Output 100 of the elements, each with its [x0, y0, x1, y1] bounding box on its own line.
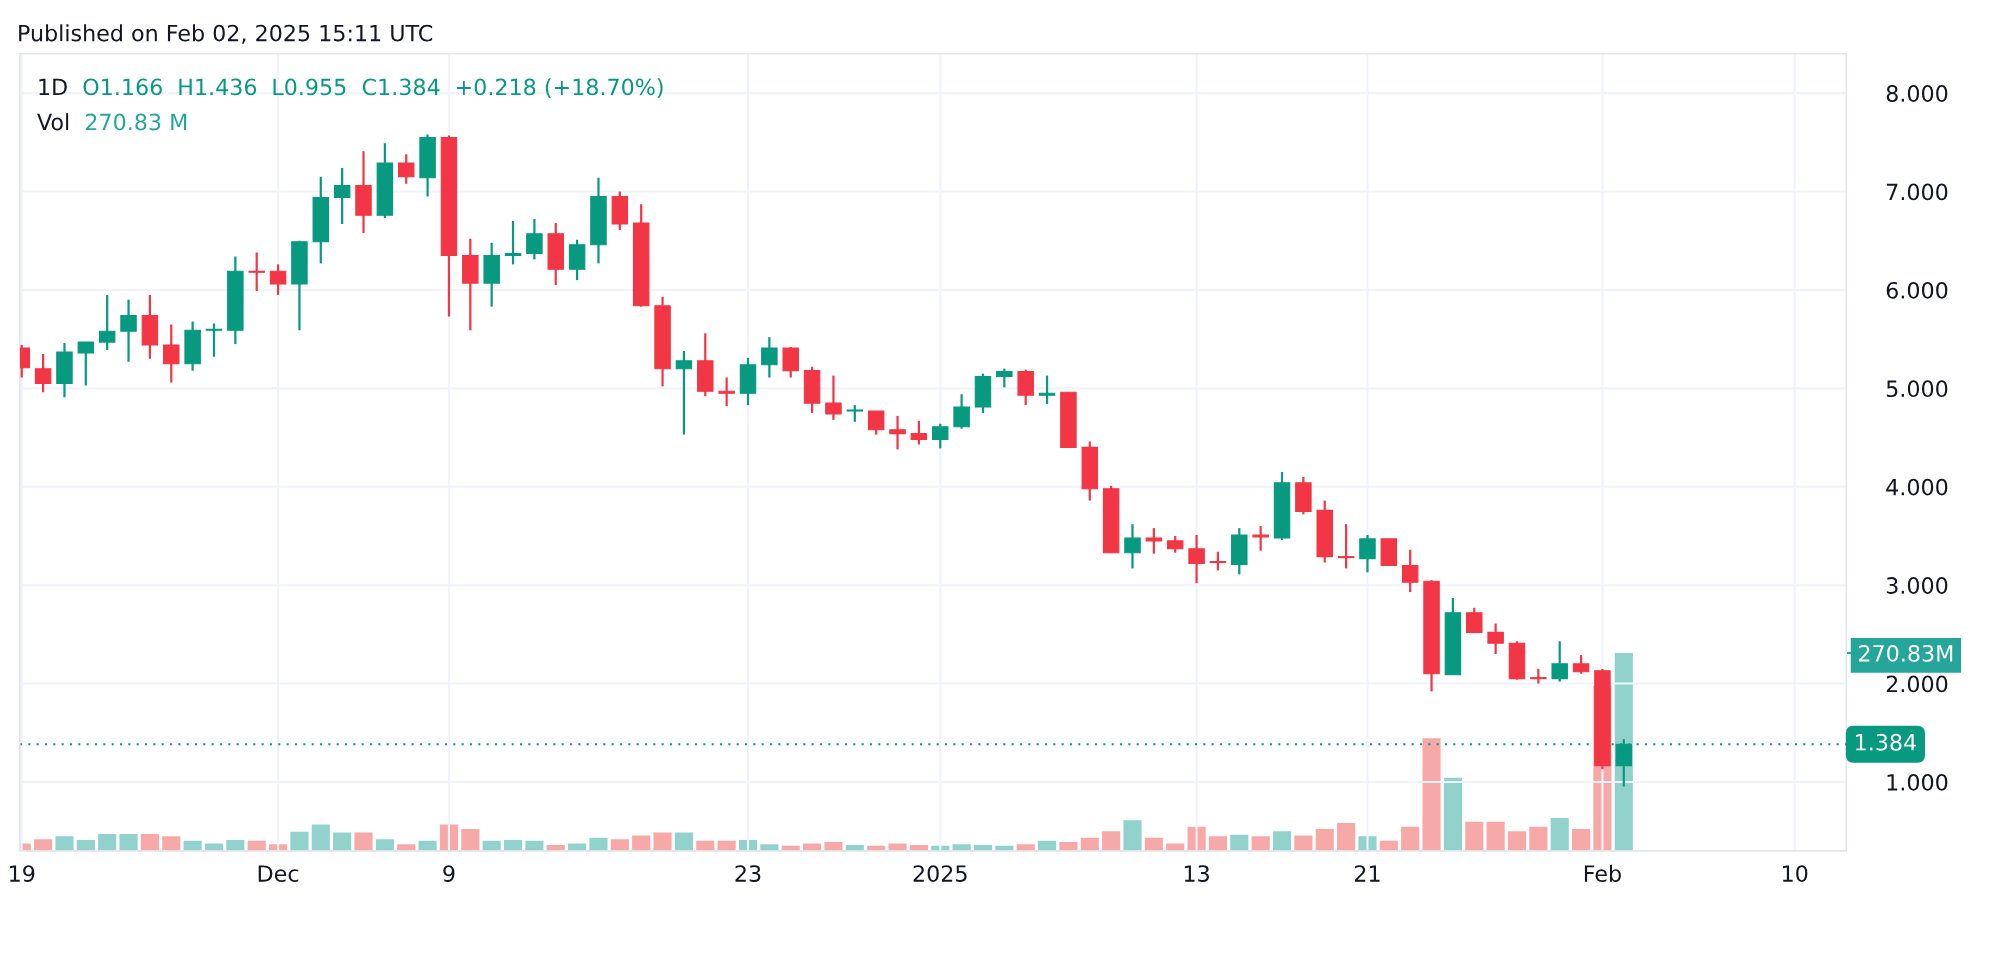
bar	[1208, 836, 1228, 851]
candlestick	[333, 166, 351, 226]
y2-axis-title: Vol	[37, 113, 69, 131]
bar	[1486, 821, 1505, 851]
bar	[1465, 821, 1484, 851]
y-tick-label: 7.000	[1887, 183, 1948, 201]
bar	[354, 832, 373, 851]
y2-tick-label: 270.83M	[1859, 644, 1953, 662]
candlestick	[1017, 368, 1034, 407]
candlestick	[205, 322, 223, 358]
bar	[952, 844, 971, 851]
bar	[1422, 738, 1441, 851]
candlestick	[1359, 533, 1376, 574]
candlestick	[120, 298, 137, 363]
annotation: C1.384	[362, 78, 440, 96]
bar	[632, 835, 651, 851]
bar	[1443, 777, 1462, 851]
bar	[162, 836, 181, 851]
candlestick	[910, 419, 928, 446]
x-tick-label: 10	[1782, 865, 1808, 882]
x-tick-label: Feb	[1584, 864, 1621, 882]
candlestick	[1401, 548, 1419, 594]
bar	[503, 839, 523, 851]
x-tick-label: Dec	[258, 865, 299, 882]
candlestick	[782, 345, 799, 379]
bar	[55, 836, 74, 851]
candlestick	[1466, 606, 1483, 634]
candlestick	[996, 367, 1013, 389]
candlestick	[34, 352, 52, 394]
bar	[1080, 837, 1099, 851]
bar	[397, 844, 416, 851]
bar	[1315, 828, 1334, 851]
candlestick	[504, 219, 522, 266]
bar	[760, 844, 779, 851]
bar	[226, 839, 245, 851]
candlestick	[867, 409, 885, 436]
candlestick	[1252, 525, 1269, 552]
candlestick	[98, 293, 116, 352]
candlestick	[1337, 523, 1355, 570]
annotation: 270.83 M	[85, 113, 187, 131]
y-tick-label: 5.000	[1886, 380, 1948, 398]
bar	[311, 824, 330, 851]
bar	[1550, 817, 1569, 851]
annotation: +0.218 (+18.70%)	[456, 78, 663, 98]
x-tick-label: 13	[1184, 865, 1209, 882]
candlestick	[1487, 622, 1504, 656]
bar	[1529, 826, 1548, 851]
bar	[1571, 828, 1591, 851]
bar	[1123, 820, 1142, 851]
y-tick-label: 6.000	[1886, 281, 1948, 299]
y-tick-label: 3.000	[1886, 577, 1948, 594]
bar	[610, 839, 629, 851]
candlestick	[761, 336, 778, 379]
bar	[461, 828, 480, 851]
chart-subtitle: Published on Feb 02, 2025 15:11 UTC	[19, 24, 433, 44]
candlestick	[953, 393, 970, 430]
candlestick	[1038, 374, 1056, 406]
annotation: H1.436	[179, 78, 257, 96]
ref-line-label: 1.384	[1856, 733, 1916, 751]
bar	[1230, 834, 1249, 851]
bar	[824, 842, 843, 851]
candlestick	[1551, 640, 1568, 683]
x-tick-label: 23	[735, 865, 761, 882]
bar	[1251, 836, 1270, 851]
y-tick-label: 4.000	[1886, 478, 1948, 496]
candlestick	[932, 422, 949, 450]
bar	[1102, 831, 1121, 851]
candlestick	[269, 263, 287, 296]
bar	[34, 839, 53, 851]
x-tick-label: 9	[443, 865, 455, 882]
bar	[1294, 835, 1313, 851]
bar	[589, 837, 608, 851]
bar	[1272, 831, 1292, 851]
bar	[1507, 831, 1527, 851]
candlestick	[825, 374, 842, 421]
x-tick-label: 19	[10, 865, 35, 882]
candlestick	[889, 414, 906, 451]
y-tick-label: 1.000	[1887, 773, 1948, 791]
bar	[674, 832, 693, 851]
candlestick	[1188, 533, 1205, 585]
annotation: O1.166	[83, 78, 162, 96]
candlestick	[77, 341, 95, 387]
candlestick	[526, 218, 543, 261]
bar	[1016, 844, 1035, 851]
candlestick	[675, 349, 693, 436]
y-tick-label: 2.000	[1886, 675, 1948, 693]
candlestick	[1124, 523, 1141, 570]
bar	[290, 831, 309, 851]
candlestick	[397, 153, 415, 185]
bar	[1337, 823, 1356, 851]
bar	[98, 834, 117, 851]
bar	[653, 832, 672, 851]
bar	[333, 832, 352, 851]
bar	[76, 839, 95, 851]
y-tick-label: 8.000	[1886, 85, 1948, 102]
candlestick	[1145, 526, 1163, 555]
candlestick	[718, 376, 735, 408]
bar	[1401, 826, 1420, 851]
candlestick	[163, 323, 180, 384]
x-tick-label: 21	[1354, 865, 1380, 882]
